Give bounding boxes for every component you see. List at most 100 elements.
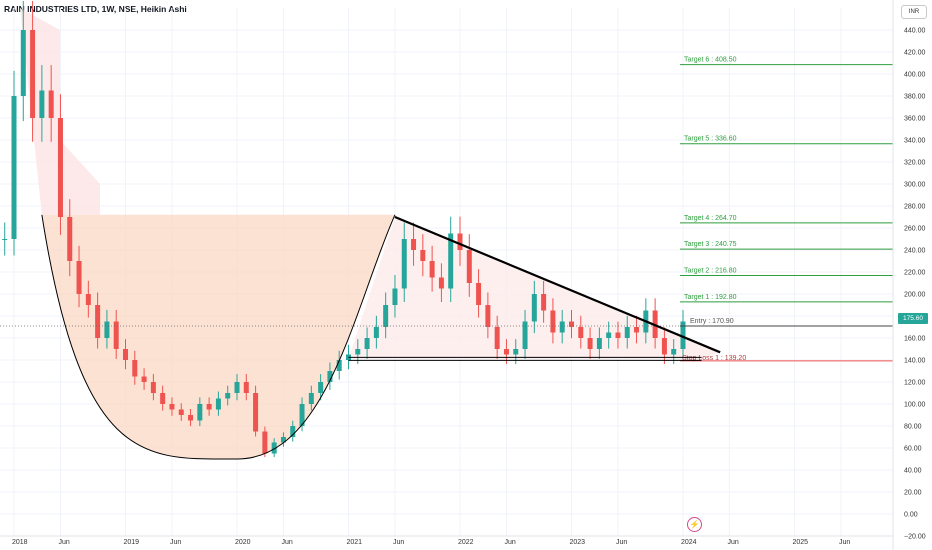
- candle-body: [280, 437, 286, 443]
- candle-body: [550, 310, 556, 333]
- candle-body: [448, 233, 454, 289]
- x-tick-label: Jun: [170, 539, 181, 546]
- x-tick-label: 2022: [458, 539, 474, 546]
- candle-body: [513, 349, 519, 355]
- candle-body: [85, 294, 91, 305]
- y-tick-label: 100.00: [904, 402, 926, 409]
- x-tick-label: 2018: [12, 539, 28, 546]
- candle-body: [364, 338, 370, 349]
- candle-body: [271, 442, 277, 454]
- candle-body: [420, 250, 426, 261]
- x-tick-label: Jun: [616, 539, 627, 546]
- y-tick-label: −20.00: [904, 534, 926, 541]
- candle-body: [39, 90, 45, 118]
- lightning-bolt-icon[interactable]: ⚡: [687, 517, 702, 532]
- y-tick-label: 340.00: [904, 138, 926, 145]
- last-price-badge: 175.60: [898, 313, 928, 324]
- x-tick-label: 2024: [681, 539, 697, 546]
- candle-body: [188, 415, 194, 421]
- target-label: Target 3 : 240.75: [684, 241, 737, 248]
- candle-body: [383, 305, 389, 327]
- y-tick-label: 200.00: [904, 292, 926, 299]
- candle-body: [401, 239, 407, 289]
- y-tick-label: 40.00: [904, 468, 922, 475]
- candle-body: [234, 382, 240, 393]
- x-tick-label: 2025: [793, 539, 809, 546]
- target-label: Target 6 : 408.50: [684, 57, 737, 64]
- candle-body: [2, 239, 8, 240]
- descending-trendline: [394, 215, 721, 354]
- annotations: Target 1 : 192.80 Target 2 : 216.80 Target…: [0, 57, 893, 460]
- cup-shaded-area: [41, 214, 395, 460]
- candle-body: [494, 327, 500, 349]
- candle-body: [215, 398, 221, 410]
- x-tick-label: 2020: [235, 539, 251, 546]
- y-tick-label: 400.00: [904, 72, 926, 79]
- candle-body: [262, 431, 268, 454]
- candle-body: [541, 294, 547, 311]
- candle-body: [30, 30, 36, 118]
- y-tick-label: 240.00: [904, 248, 926, 255]
- candle-body: [624, 327, 630, 338]
- y-tick-label: 280.00: [904, 204, 926, 211]
- candle-body: [308, 393, 314, 404]
- candle-body: [466, 250, 472, 283]
- x-tick-label: Jun: [727, 539, 738, 546]
- x-tick-label: 2023: [570, 539, 586, 546]
- x-tick-label: Jun: [58, 539, 69, 546]
- candle-body: [11, 96, 17, 239]
- cup-curve: [41, 214, 396, 460]
- y-tick-label: 300.00: [904, 182, 926, 189]
- candle-body: [355, 349, 361, 355]
- y-tick-label: 60.00: [904, 446, 922, 453]
- target-label: Target 5 : 336.60: [684, 136, 737, 143]
- candle-body: [476, 283, 482, 305]
- candle-body: [671, 349, 677, 355]
- y-tick-label: 380.00: [904, 94, 926, 101]
- candle-body: [615, 332, 621, 338]
- currency-badge[interactable]: INR: [901, 5, 927, 19]
- x-tick-label: 2019: [124, 539, 140, 546]
- target-label: Target 2 : 216.80: [684, 268, 737, 275]
- candle-body: [57, 118, 63, 217]
- y-tick-label: 360.00: [904, 116, 926, 123]
- candle-body: [141, 376, 147, 382]
- y-tick-label: 80.00: [904, 424, 922, 431]
- candle-body: [661, 338, 667, 355]
- candle-body: [95, 305, 101, 338]
- x-tick-label: Jun: [839, 539, 850, 546]
- chart-title: RAIN INDUSTRIES LTD, 1W, NSE, Heikin Ash…: [4, 4, 187, 14]
- candle-body: [76, 261, 82, 294]
- candle-body: [606, 332, 612, 338]
- candle-body: [225, 393, 231, 399]
- candle-body: [67, 217, 73, 261]
- y-tick-label: 260.00: [904, 226, 926, 233]
- candle-body: [485, 305, 491, 327]
- candle-body: [327, 371, 333, 382]
- x-tick-label: Jun: [393, 539, 404, 546]
- y-tick-label: 20.00: [904, 490, 922, 497]
- candle-body: [150, 382, 156, 393]
- candle-body: [290, 426, 296, 437]
- y-tick-label: 320.00: [904, 160, 926, 167]
- candle-body: [438, 277, 444, 289]
- candle-body: [123, 349, 128, 360]
- candle-body: [559, 321, 565, 333]
- candle-body: [113, 321, 119, 349]
- candle-body: [169, 404, 175, 410]
- x-tick-label: Jun: [504, 539, 515, 546]
- candle-body: [457, 233, 463, 250]
- x-tick-label: 2021: [347, 539, 363, 546]
- y-tick-label: 160.00: [904, 336, 926, 343]
- candle-body: [132, 360, 138, 377]
- y-tick-label: 220.00: [904, 270, 926, 277]
- candle-body: [336, 360, 342, 371]
- y-tick-label: 440.00: [904, 28, 926, 35]
- candle-body: [587, 338, 593, 349]
- candle-body: [373, 327, 379, 338]
- target-label: Target 1 : 192.80: [684, 294, 737, 301]
- y-tick-label: 140.00: [904, 358, 926, 365]
- candle-body: [20, 30, 26, 96]
- candle-body: [569, 321, 574, 327]
